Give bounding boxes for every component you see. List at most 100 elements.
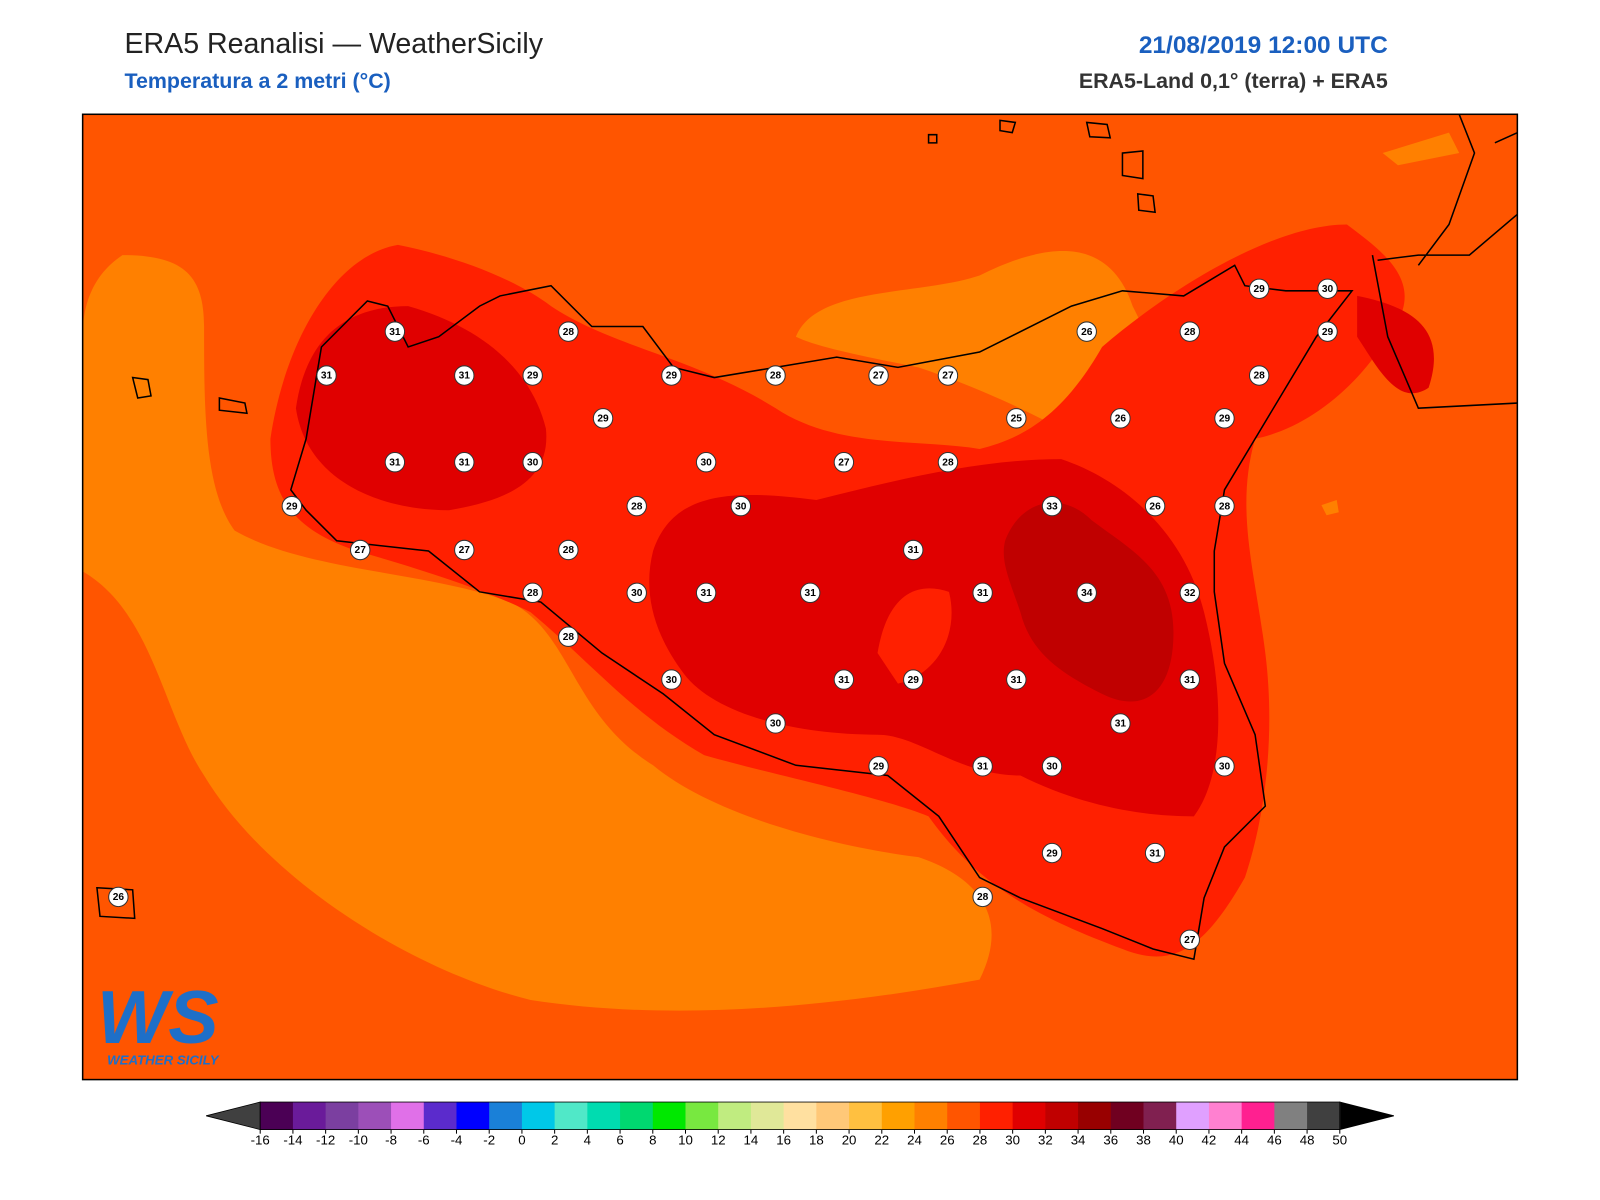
colorbar-bin	[1208, 1102, 1243, 1130]
station-value: 31	[1115, 719, 1127, 730]
station-value: 31	[908, 545, 920, 556]
station-marker	[1110, 408, 1131, 429]
station-marker	[454, 452, 475, 473]
station-marker	[1179, 321, 1200, 342]
station-value: 33	[1046, 501, 1058, 512]
colorbar-bin	[849, 1102, 883, 1130]
logo-name: WEATHER SICILY	[107, 1052, 220, 1067]
station-value: 28	[770, 371, 782, 382]
station-marker	[281, 495, 303, 517]
station-marker	[1179, 929, 1200, 950]
sicily-coast	[289, 264, 1354, 961]
colorbar-bin	[1012, 1102, 1046, 1130]
station-value: 30	[666, 675, 678, 686]
station-marker	[384, 452, 406, 473]
station-marker	[868, 756, 889, 777]
station-marker	[868, 365, 889, 386]
colorbar-bin	[1045, 1102, 1079, 1130]
station-marker	[1041, 842, 1063, 864]
colorbar-tick-label: 22	[874, 1132, 889, 1147]
station-value: 28	[1219, 501, 1231, 512]
station-marker	[522, 365, 543, 386]
station-value: 30	[1322, 284, 1334, 295]
station-marker	[972, 582, 993, 604]
colorbar-bin	[489, 1102, 523, 1130]
station-value: 31	[1184, 675, 1196, 686]
colorbar-bin	[358, 1102, 392, 1130]
station-marker	[454, 539, 475, 561]
field-zone	[1357, 295, 1434, 394]
colorbar-tick-label: 16	[776, 1132, 791, 1147]
station-value: 27	[838, 457, 850, 468]
station-marker	[1248, 278, 1270, 299]
colorbar-tick-label: 32	[1038, 1132, 1053, 1147]
station-value: 31	[805, 588, 817, 599]
colorbar-tick-label: -10	[349, 1132, 368, 1147]
station-value: 31	[700, 588, 712, 599]
colorbar-tick-label: 6	[616, 1132, 623, 1147]
colorbar-bin	[587, 1102, 621, 1130]
stations: 31 28 31 31 29 29 28 27 27 26 28 29 30 29 28 29 25 26 29 31…	[108, 278, 1338, 950]
colorbar-tick-label: 28	[973, 1132, 988, 1147]
station-marker	[833, 669, 855, 690]
station-value: 29	[666, 371, 678, 382]
colorbar-tick-label: 10	[678, 1132, 693, 1147]
station-marker	[1179, 669, 1200, 690]
station-value: 29	[527, 371, 539, 382]
station-marker	[695, 452, 717, 473]
colorbar-tick-label: 14	[744, 1132, 759, 1147]
colorbar-bin	[325, 1102, 359, 1130]
station-marker	[316, 365, 337, 386]
islands	[96, 119, 1156, 920]
station-value: 27	[355, 545, 367, 556]
coastlines	[96, 114, 1518, 961]
station-value: 25	[1011, 414, 1023, 425]
station-value: 29	[597, 414, 609, 425]
colorbar-bin	[1078, 1102, 1112, 1130]
field-zone	[877, 588, 952, 684]
colorbar-tick-label: 2	[551, 1132, 558, 1147]
colorbar-tick-label: 30	[1005, 1132, 1020, 1147]
colorbar-bin	[979, 1102, 1014, 1130]
colorbar-bin	[914, 1102, 948, 1130]
station-marker	[384, 321, 406, 342]
station-marker	[1144, 495, 1166, 517]
colorbar-bin	[1110, 1102, 1145, 1130]
subtitle: Temperatura a 2 metri (°C)	[124, 69, 390, 93]
station-value: 31	[389, 457, 401, 468]
station-marker	[800, 582, 821, 604]
colorbar-bin	[1176, 1102, 1210, 1130]
station-marker	[558, 321, 579, 342]
station-value: 29	[873, 762, 885, 773]
station-marker	[833, 452, 855, 473]
station-value: 26	[113, 892, 125, 903]
station-marker	[350, 539, 371, 561]
colorbar-tick-label: -16	[251, 1132, 270, 1147]
station-marker	[661, 669, 682, 690]
station-marker	[454, 365, 475, 386]
station-value: 27	[942, 371, 954, 382]
colorbar-tick-label: -12	[316, 1132, 335, 1147]
station-value: 26	[1115, 414, 1127, 425]
station-marker	[1144, 842, 1166, 864]
station-value: 30	[700, 457, 712, 468]
station-marker	[522, 582, 543, 604]
station-marker	[1214, 756, 1235, 777]
station-marker	[626, 582, 647, 604]
colorbar-bin	[260, 1102, 294, 1130]
station-value: 30	[1219, 762, 1231, 773]
station-value: 30	[631, 588, 643, 599]
colorbar-tick-label: 50	[1332, 1132, 1347, 1147]
temperature-field	[82, 114, 1518, 1080]
station-marker	[903, 669, 924, 690]
station-value: 31	[389, 327, 401, 338]
colorbar-bin	[1241, 1102, 1275, 1130]
station-value: 28	[563, 545, 575, 556]
station-value: 29	[286, 501, 298, 512]
field-zone	[1382, 132, 1460, 166]
station-value: 30	[527, 457, 539, 468]
colorbar-tick-label: -6	[418, 1132, 430, 1147]
station-value: 29	[1046, 848, 1058, 859]
